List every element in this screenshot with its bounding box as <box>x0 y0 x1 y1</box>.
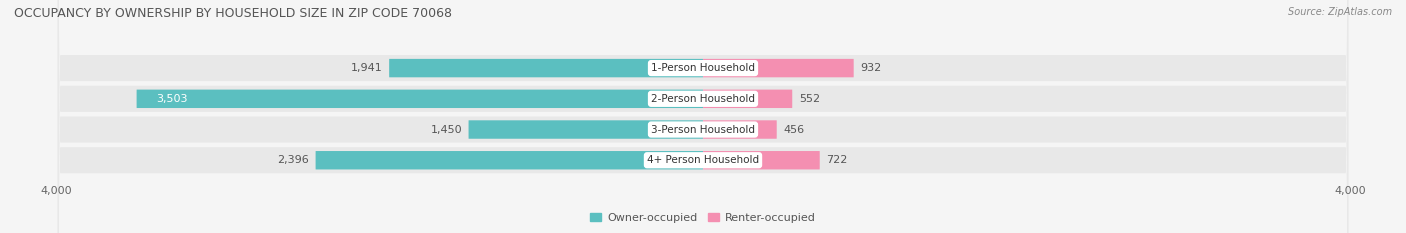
Text: 1-Person Household: 1-Person Household <box>651 63 755 73</box>
Text: 552: 552 <box>799 94 820 104</box>
FancyBboxPatch shape <box>315 151 703 169</box>
FancyBboxPatch shape <box>703 90 792 108</box>
Text: 932: 932 <box>860 63 882 73</box>
Text: 1,941: 1,941 <box>352 63 382 73</box>
FancyBboxPatch shape <box>703 59 853 77</box>
Legend: Owner-occupied, Renter-occupied: Owner-occupied, Renter-occupied <box>586 209 820 228</box>
FancyBboxPatch shape <box>468 120 703 139</box>
Text: 1,450: 1,450 <box>430 124 463 134</box>
FancyBboxPatch shape <box>389 59 703 77</box>
Text: OCCUPANCY BY OWNERSHIP BY HOUSEHOLD SIZE IN ZIP CODE 70068: OCCUPANCY BY OWNERSHIP BY HOUSEHOLD SIZE… <box>14 7 453 20</box>
FancyBboxPatch shape <box>58 0 1348 233</box>
FancyBboxPatch shape <box>58 0 1348 233</box>
Text: 3-Person Household: 3-Person Household <box>651 124 755 134</box>
Text: 2-Person Household: 2-Person Household <box>651 94 755 104</box>
Text: 2,396: 2,396 <box>277 155 309 165</box>
Text: 4+ Person Household: 4+ Person Household <box>647 155 759 165</box>
FancyBboxPatch shape <box>703 151 820 169</box>
Text: 3,503: 3,503 <box>156 94 187 104</box>
FancyBboxPatch shape <box>136 90 703 108</box>
FancyBboxPatch shape <box>58 0 1348 233</box>
Text: 456: 456 <box>783 124 804 134</box>
Text: Source: ZipAtlas.com: Source: ZipAtlas.com <box>1288 7 1392 17</box>
FancyBboxPatch shape <box>58 0 1348 233</box>
FancyBboxPatch shape <box>703 120 776 139</box>
Text: 722: 722 <box>827 155 848 165</box>
